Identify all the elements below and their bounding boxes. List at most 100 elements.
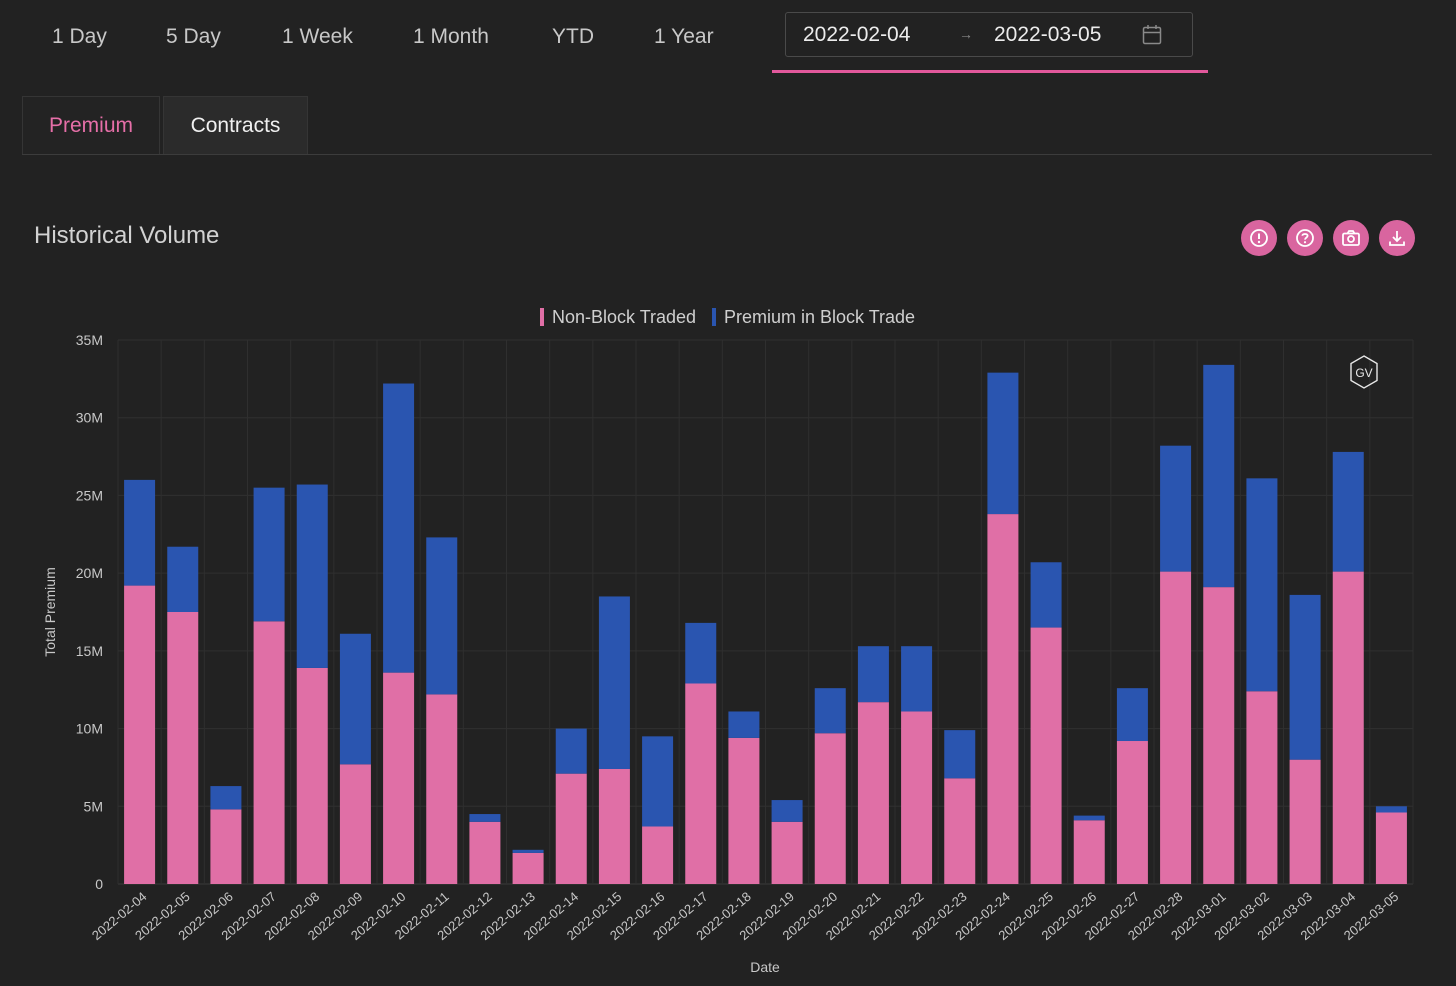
x-tick-label: 2022-02-19 bbox=[736, 889, 797, 943]
tab-divider bbox=[22, 154, 1432, 155]
watermark-logo: GV bbox=[1350, 355, 1378, 389]
end-date-input[interactable]: 2022-03-05 bbox=[994, 23, 1102, 46]
y-axis-label: Total Premium bbox=[42, 567, 58, 656]
bar-premium-in-block-trade bbox=[1203, 364, 1235, 588]
bar-non-block-traded bbox=[598, 768, 630, 884]
x-tick-label: 2022-02-17 bbox=[650, 889, 711, 943]
x-tick-label: 2022-02-28 bbox=[1125, 889, 1186, 943]
y-tick-label: 20M bbox=[76, 565, 103, 581]
bar-non-block-traded bbox=[210, 809, 242, 884]
alert-icon bbox=[1250, 229, 1268, 247]
y-tick-label: 30M bbox=[76, 410, 103, 426]
bar-premium-in-block-trade bbox=[1375, 806, 1407, 813]
bar-non-block-traded bbox=[944, 778, 976, 884]
x-tick-label: 2022-02-21 bbox=[823, 889, 884, 943]
bar-premium-in-block-trade bbox=[1030, 562, 1062, 628]
camera-icon bbox=[1342, 230, 1360, 246]
bar-non-block-traded bbox=[728, 737, 760, 884]
x-tick-label: 2022-02-22 bbox=[866, 889, 927, 943]
y-tick-label: 0 bbox=[95, 876, 103, 892]
x-tick-label: 2022-02-14 bbox=[521, 889, 582, 943]
date-range-underline bbox=[772, 70, 1208, 73]
bar-non-block-traded bbox=[1030, 627, 1062, 884]
bar-premium-in-block-trade bbox=[124, 479, 156, 586]
range-1-week-button[interactable]: 1 Week bbox=[282, 25, 353, 48]
bar-premium-in-block-trade bbox=[1246, 478, 1278, 692]
bar-non-block-traded bbox=[124, 585, 156, 884]
bar-premium-in-block-trade bbox=[728, 711, 760, 738]
x-tick-label: 2022-02-15 bbox=[564, 889, 625, 943]
chart-bars bbox=[124, 364, 1407, 884]
help-icon bbox=[1296, 229, 1314, 247]
bar-non-block-traded bbox=[1203, 587, 1235, 884]
bar-premium-in-block-trade bbox=[1073, 815, 1105, 821]
range-5-day-button[interactable]: 5 Day bbox=[166, 25, 221, 48]
x-tick-label: 2022-02-04 bbox=[89, 889, 150, 943]
bar-premium-in-block-trade bbox=[642, 736, 674, 827]
bar-non-block-traded bbox=[857, 702, 889, 884]
bar-premium-in-block-trade bbox=[987, 372, 1019, 515]
bar-non-block-traded bbox=[512, 852, 544, 884]
bar-non-block-traded bbox=[426, 694, 458, 884]
date-range-picker[interactable]: 2022-02-04 → 2022-03-05 bbox=[785, 12, 1193, 57]
bar-non-block-traded bbox=[642, 826, 674, 884]
range-1-month-button[interactable]: 1 Month bbox=[413, 25, 489, 48]
x-tick-label: 2022-02-26 bbox=[1039, 889, 1100, 943]
date-range-separator: → bbox=[959, 26, 973, 42]
bar-non-block-traded bbox=[685, 683, 717, 884]
bar-premium-in-block-trade bbox=[944, 730, 976, 779]
x-tick-label: 2022-02-27 bbox=[1082, 889, 1143, 943]
legend-label-block: Premium in Block Trade bbox=[724, 307, 916, 327]
screenshot-button[interactable] bbox=[1333, 220, 1369, 256]
bar-non-block-traded bbox=[987, 514, 1019, 884]
download-icon bbox=[1389, 231, 1405, 246]
bar-non-block-traded bbox=[814, 733, 846, 884]
range-1-day-button[interactable]: 1 Day bbox=[52, 25, 107, 48]
tab-premium[interactable]: Premium bbox=[22, 96, 160, 154]
legend-swatch-block bbox=[712, 308, 716, 326]
bar-non-block-traded bbox=[296, 667, 328, 884]
bar-premium-in-block-trade bbox=[555, 728, 587, 774]
range-1-year-button[interactable]: 1 Year bbox=[654, 25, 714, 48]
bar-non-block-traded bbox=[469, 821, 501, 884]
bar-premium-in-block-trade bbox=[1116, 688, 1148, 742]
bar-premium-in-block-trade bbox=[167, 546, 199, 612]
bar-non-block-traded bbox=[771, 821, 803, 884]
bar-premium-in-block-trade bbox=[469, 814, 501, 822]
bar-non-block-traded bbox=[1375, 812, 1407, 884]
bar-non-block-traded bbox=[1160, 571, 1192, 884]
legend-label-non-block: Non-Block Traded bbox=[552, 307, 697, 327]
bar-non-block-traded bbox=[339, 764, 371, 884]
calendar-icon[interactable] bbox=[1142, 24, 1162, 46]
bar-premium-in-block-trade bbox=[426, 537, 458, 695]
tab-contracts[interactable]: Contracts bbox=[163, 96, 308, 154]
info-button[interactable] bbox=[1241, 220, 1277, 256]
x-tick-label: 2022-02-23 bbox=[909, 889, 970, 943]
x-tick-label: 2022-02-08 bbox=[262, 889, 323, 943]
bar-non-block-traded bbox=[1289, 759, 1321, 884]
bar-non-block-traded bbox=[1246, 691, 1278, 884]
help-button[interactable] bbox=[1287, 220, 1323, 256]
x-tick-label: 2022-03-05 bbox=[1341, 889, 1402, 943]
x-tick-label: 2022-03-02 bbox=[1211, 889, 1272, 943]
bar-premium-in-block-trade bbox=[1289, 594, 1321, 760]
bar-non-block-traded bbox=[383, 672, 415, 884]
bar-premium-in-block-trade bbox=[383, 383, 415, 673]
x-tick-label: 2022-02-20 bbox=[780, 889, 841, 943]
range-ytd-button[interactable]: YTD bbox=[552, 25, 594, 48]
bar-premium-in-block-trade bbox=[210, 786, 242, 810]
download-button[interactable] bbox=[1379, 220, 1415, 256]
x-tick-label: 2022-03-01 bbox=[1168, 889, 1229, 943]
x-tick-label: 2022-02-09 bbox=[305, 889, 366, 943]
chart-axes: 05M10M15M20M25M30M35M2022-02-042022-02-0… bbox=[76, 332, 1402, 943]
start-date-input[interactable]: 2022-02-04 bbox=[803, 23, 911, 46]
x-tick-label: 2022-02-18 bbox=[693, 889, 754, 943]
bar-premium-in-block-trade bbox=[771, 800, 803, 822]
y-tick-label: 35M bbox=[76, 332, 103, 348]
bar-non-block-traded bbox=[901, 711, 933, 884]
x-tick-label: 2022-02-11 bbox=[392, 889, 452, 943]
x-tick-label: 2022-02-25 bbox=[995, 889, 1056, 943]
bar-premium-in-block-trade bbox=[1332, 451, 1364, 572]
x-tick-label: 2022-03-04 bbox=[1298, 889, 1359, 943]
bar-premium-in-block-trade bbox=[598, 596, 630, 769]
